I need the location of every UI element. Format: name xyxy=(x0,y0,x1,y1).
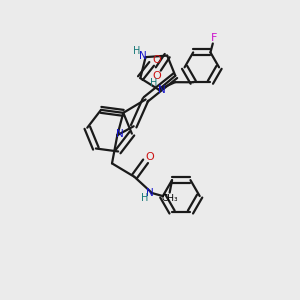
Text: N: N xyxy=(158,85,166,94)
Text: H: H xyxy=(141,193,148,202)
Text: CH₃: CH₃ xyxy=(161,194,178,203)
Text: N: N xyxy=(116,129,124,139)
Text: H: H xyxy=(133,46,140,56)
Text: N: N xyxy=(139,51,146,61)
Text: N: N xyxy=(146,188,154,198)
Text: F: F xyxy=(211,33,217,43)
Text: O: O xyxy=(152,55,161,65)
Text: H: H xyxy=(150,78,158,88)
Text: O: O xyxy=(152,70,161,80)
Text: O: O xyxy=(146,152,154,162)
